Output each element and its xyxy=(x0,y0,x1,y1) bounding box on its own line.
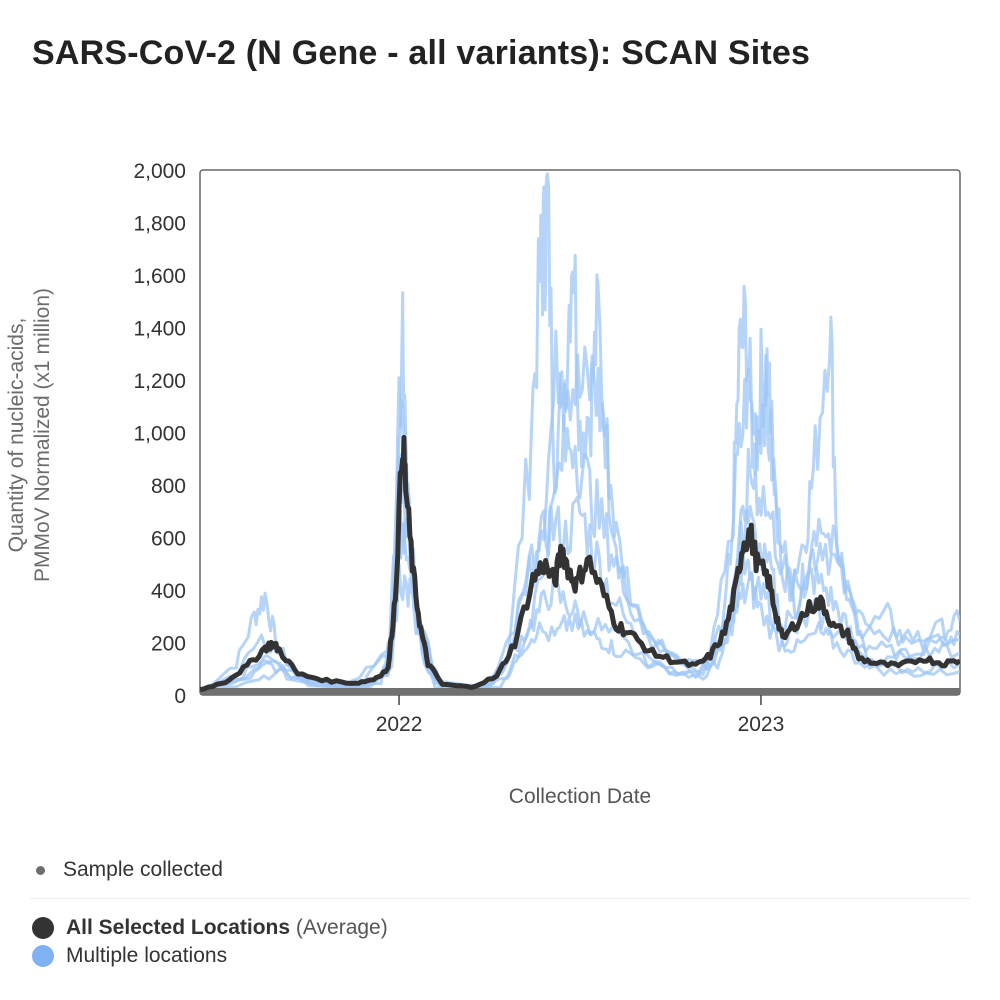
y-tick-label: 1,000 xyxy=(133,423,186,446)
legend-sample-label: Sample collected xyxy=(63,858,223,881)
legend-average-name: All Selected Locations xyxy=(66,916,291,939)
chart-title: SARS-CoV-2 (N Gene - all variants): SCAN… xyxy=(32,34,811,72)
x-axis-label: Collection Date xyxy=(508,785,652,808)
x-tick-label: 2023 xyxy=(738,713,785,736)
legend-multiple-locations[interactable]: Multiple locations xyxy=(32,944,227,968)
y-tick-label: 2,000 xyxy=(133,160,186,183)
y-axis-label: Quantity of nucleic-acids, PMMoV Normali… xyxy=(4,288,56,582)
y-tick-label: 1,800 xyxy=(133,213,186,236)
y-tick-label: 400 xyxy=(151,580,186,603)
y-tick-label: 600 xyxy=(151,528,186,551)
sample-dot-icon xyxy=(36,865,45,875)
locations-dot-icon xyxy=(32,945,54,967)
y-tick-label: 1,400 xyxy=(133,318,186,341)
legend-locations-label: Multiple locations xyxy=(66,944,228,967)
y-tick-label: 0 xyxy=(174,685,186,708)
y-axis-label-line2: PMMoV Normalized (x1 million) xyxy=(31,287,54,583)
x-tick-label: 2022 xyxy=(376,713,423,736)
y-tick-label: 1,200 xyxy=(133,370,186,393)
sample-collected-markers xyxy=(200,688,960,695)
legend-average[interactable]: All Selected Locations (Average) xyxy=(32,916,388,940)
average-dot-icon xyxy=(32,917,54,939)
legend-average-suffix: (Average) xyxy=(295,916,388,939)
y-tick-label: 800 xyxy=(151,475,186,498)
y-tick-label: 200 xyxy=(151,633,186,656)
y-tick-label: 1,600 xyxy=(133,265,186,288)
legend-divider xyxy=(30,898,970,899)
series-line-multiple-locations xyxy=(200,513,960,695)
legend-sample-collected: Sample collected xyxy=(36,858,223,882)
y-axis-label-line1: Quantity of nucleic-acids, xyxy=(5,317,28,553)
series-line-average xyxy=(200,434,960,693)
